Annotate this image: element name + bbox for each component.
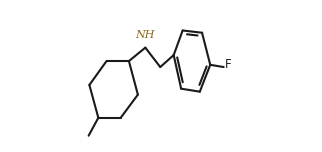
Text: NH: NH (135, 30, 154, 40)
Text: F: F (224, 58, 231, 71)
